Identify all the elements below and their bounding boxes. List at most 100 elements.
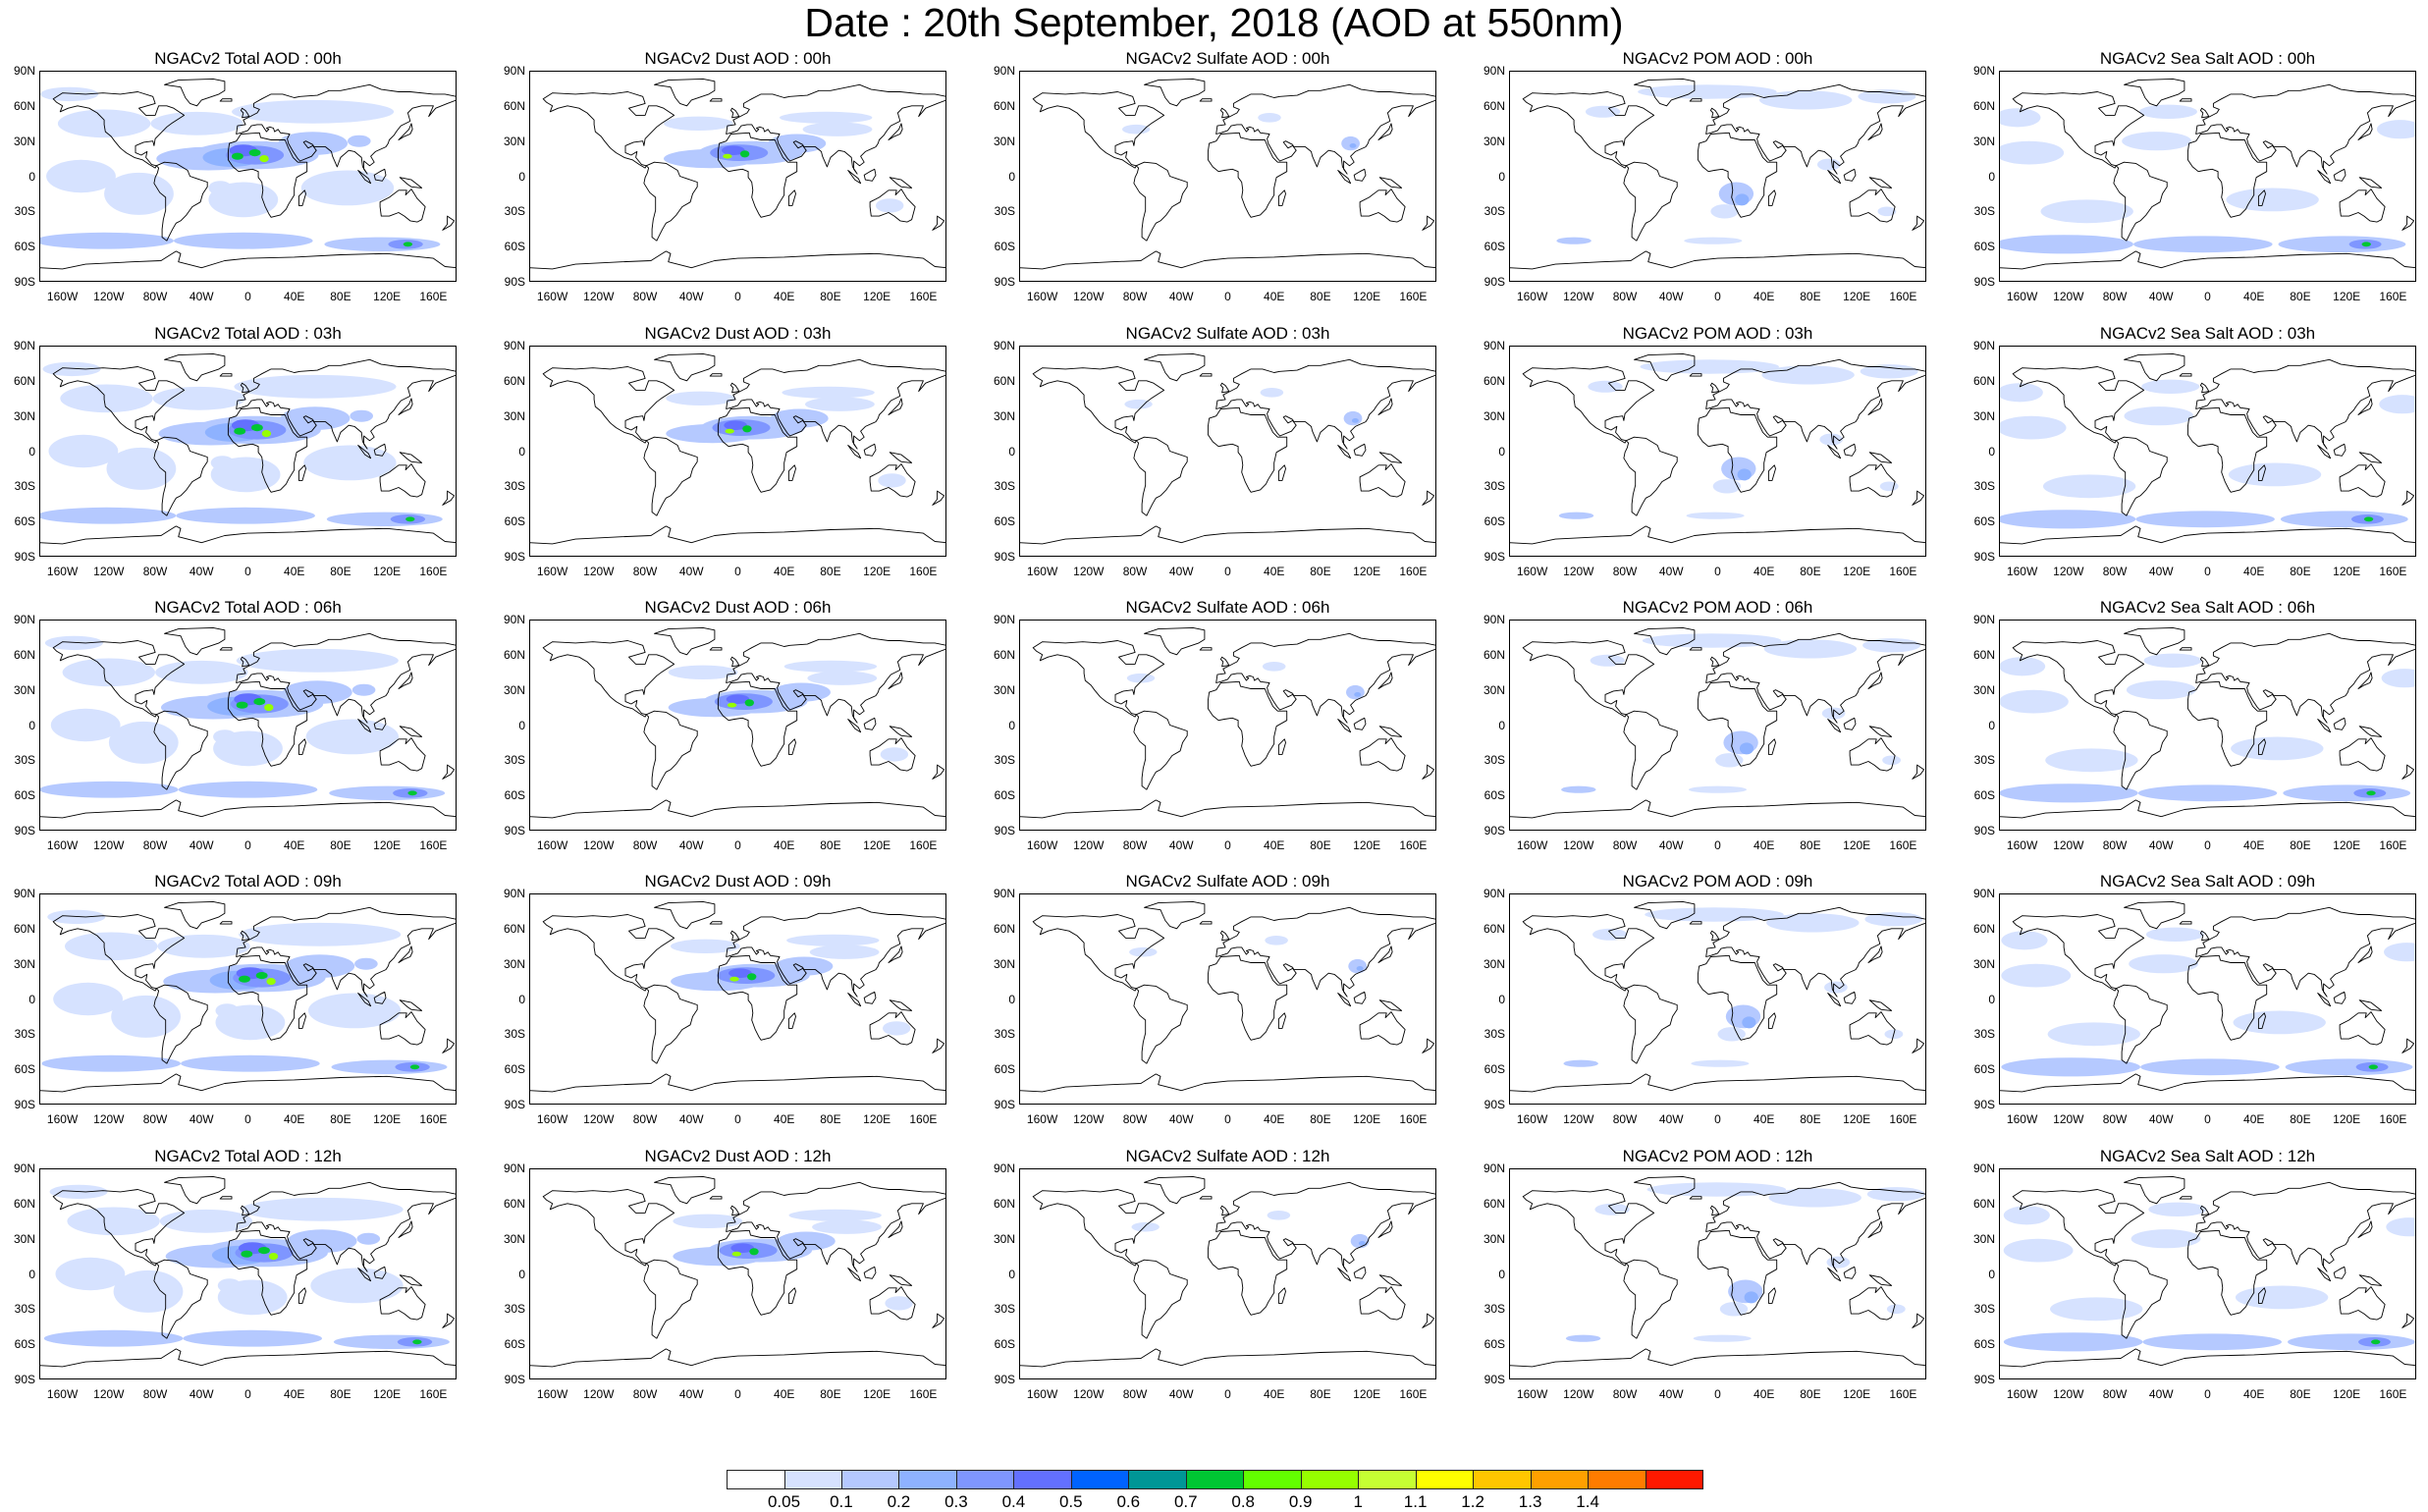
coastline-samerica — [153, 984, 208, 1064]
longitude-tick-label: 120W — [93, 838, 125, 852]
coastline-borneo — [1353, 1266, 1367, 1279]
colorbar-tick-label: 0.1 — [830, 1492, 853, 1511]
latitude-tick-label: 30N — [1972, 956, 1995, 971]
map-canvas — [1019, 78, 1436, 282]
coastline-madagascar — [2257, 1287, 2266, 1304]
latitude-tick-label: 30N — [13, 956, 35, 971]
map-canvas — [529, 352, 946, 557]
aod-field-region — [1258, 113, 1281, 123]
aod-field-region — [1693, 1334, 1752, 1342]
latitude-tick-label: 0 — [28, 169, 35, 184]
coastline-africa — [717, 1229, 798, 1316]
panel-title: NGACv2 POM AOD : 03h — [1622, 324, 1813, 343]
longitude-tick-label: 80E — [2290, 565, 2311, 578]
map-canvas — [1999, 1175, 2416, 1379]
coastline-madagascar — [297, 738, 306, 755]
aod-field-region — [1645, 907, 1784, 922]
coastline-samerica — [153, 710, 208, 790]
longitude-tick-label: 160W — [46, 565, 79, 578]
coastline-borneo — [1353, 168, 1367, 182]
longitude-tick-label: 120W — [1563, 1387, 1594, 1401]
coastline-uk — [2199, 656, 2210, 668]
longitude-tick-label: 40E — [284, 838, 305, 852]
longitude-tick-label: 80W — [2102, 565, 2128, 578]
longitude-tick-label: 160W — [1026, 565, 1058, 578]
coastline-africa — [717, 132, 798, 218]
coastline-antarctica — [1509, 250, 1926, 282]
map-panel-dust-09h: NGACv2 Dust AOD : 09h 90N 60N 30N 0 30S 60S 90S… — [490, 872, 986, 1142]
coastline-eurasia — [236, 83, 457, 175]
coastline-greenland — [1144, 352, 1206, 382]
latitude-tick-label: 60N — [993, 647, 1015, 662]
coastline-japan — [398, 398, 413, 415]
coastline-newguinea — [889, 999, 913, 1011]
longitude-tick-label: 80E — [820, 565, 841, 578]
coastline-samerica — [1623, 161, 1678, 242]
coastline-japan — [1377, 398, 1393, 415]
longitude-tick-label: 40E — [1754, 565, 1775, 578]
colorbar-swatch — [1070, 1470, 1130, 1489]
colorbar-swatch — [1128, 1470, 1187, 1489]
aod-field-region — [1717, 1027, 1746, 1042]
latitude-tick-label: 60N — [1972, 373, 1995, 388]
panel-title: NGACv2 POM AOD : 06h — [1622, 598, 1813, 617]
longitude-tick-label: 40W — [1168, 565, 1194, 578]
colorbar-swatch — [1013, 1470, 1072, 1489]
coastline-greenland — [1634, 1175, 1696, 1205]
aod-map — [1509, 71, 1926, 282]
latitude-tick-label: 30S — [994, 753, 1015, 768]
aod-field-region — [241, 1250, 253, 1258]
latitude-tick-label: 90S — [994, 275, 1015, 289]
aod-field-region — [2376, 120, 2416, 139]
coastline-madagascar — [297, 1287, 306, 1304]
aod-field-region — [1556, 237, 1592, 244]
coastline-sumatra — [847, 445, 862, 459]
latitude-tick-label: 30N — [1972, 408, 1995, 423]
coastline-borneo — [1353, 717, 1367, 730]
aod-field-region — [742, 425, 752, 433]
map-canvas — [1999, 626, 2416, 831]
longitude-tick-label: 0 — [1224, 1112, 1231, 1126]
longitude-tick-label: 120W — [93, 1387, 125, 1401]
aod-field-region — [1558, 512, 1594, 519]
coastline-newguinea — [399, 726, 423, 737]
latitude-tick-label: 30N — [503, 956, 525, 971]
longitude-tick-label: 160W — [1516, 838, 1548, 852]
latitude-tick-label: 90N — [503, 1161, 525, 1175]
longitude-tick-label: 0 — [734, 838, 741, 852]
aod-field-region — [725, 428, 734, 434]
latitude-tick-label: 60S — [994, 240, 1015, 254]
longitude-tick-label: 160W — [1516, 290, 1548, 303]
aod-field-region — [744, 699, 754, 707]
longitude-tick-label: 120E — [863, 1387, 891, 1401]
longitude-tick-label: 160W — [2006, 1112, 2038, 1126]
coastline-australia — [379, 737, 426, 772]
longitude-tick-label: 120W — [2053, 1112, 2084, 1126]
aod-field-region — [673, 1214, 743, 1228]
coastline-iceland — [709, 921, 723, 925]
longitude-tick-label: 80W — [2102, 1387, 2128, 1401]
longitude-tick-label: 160W — [1026, 1112, 1058, 1126]
longitude-tick-label: 120W — [1073, 290, 1105, 303]
coastline-africa — [227, 1229, 308, 1316]
coastline-australia — [379, 1286, 426, 1321]
coastline-antarctica — [1019, 799, 1436, 831]
latitude-tick-label: 60N — [13, 1196, 35, 1211]
aod-field-region — [239, 975, 250, 983]
coastline-eurasia — [236, 358, 457, 450]
aod-field-region — [2131, 1229, 2201, 1249]
coastline-eurasia — [1705, 632, 1926, 724]
coastline-africa — [227, 954, 308, 1041]
longitude-tick-label: 80W — [142, 290, 168, 303]
coastline-namerica — [1032, 914, 1165, 992]
coastline-eurasia — [2195, 358, 2416, 450]
latitude-tick-label: 90N — [503, 64, 525, 78]
latitude-tick-label: 90N — [993, 887, 1015, 900]
latitude-tick-label: 60N — [13, 647, 35, 662]
coastline-samerica — [2113, 161, 2168, 242]
coastline-newguinea — [1378, 726, 1403, 737]
longitude-tick-label: 120E — [863, 290, 891, 303]
latitude-tick-label: 60N — [503, 1196, 525, 1211]
longitude-tick-label: 40E — [2243, 290, 2265, 303]
coastline-namerica — [52, 640, 186, 718]
